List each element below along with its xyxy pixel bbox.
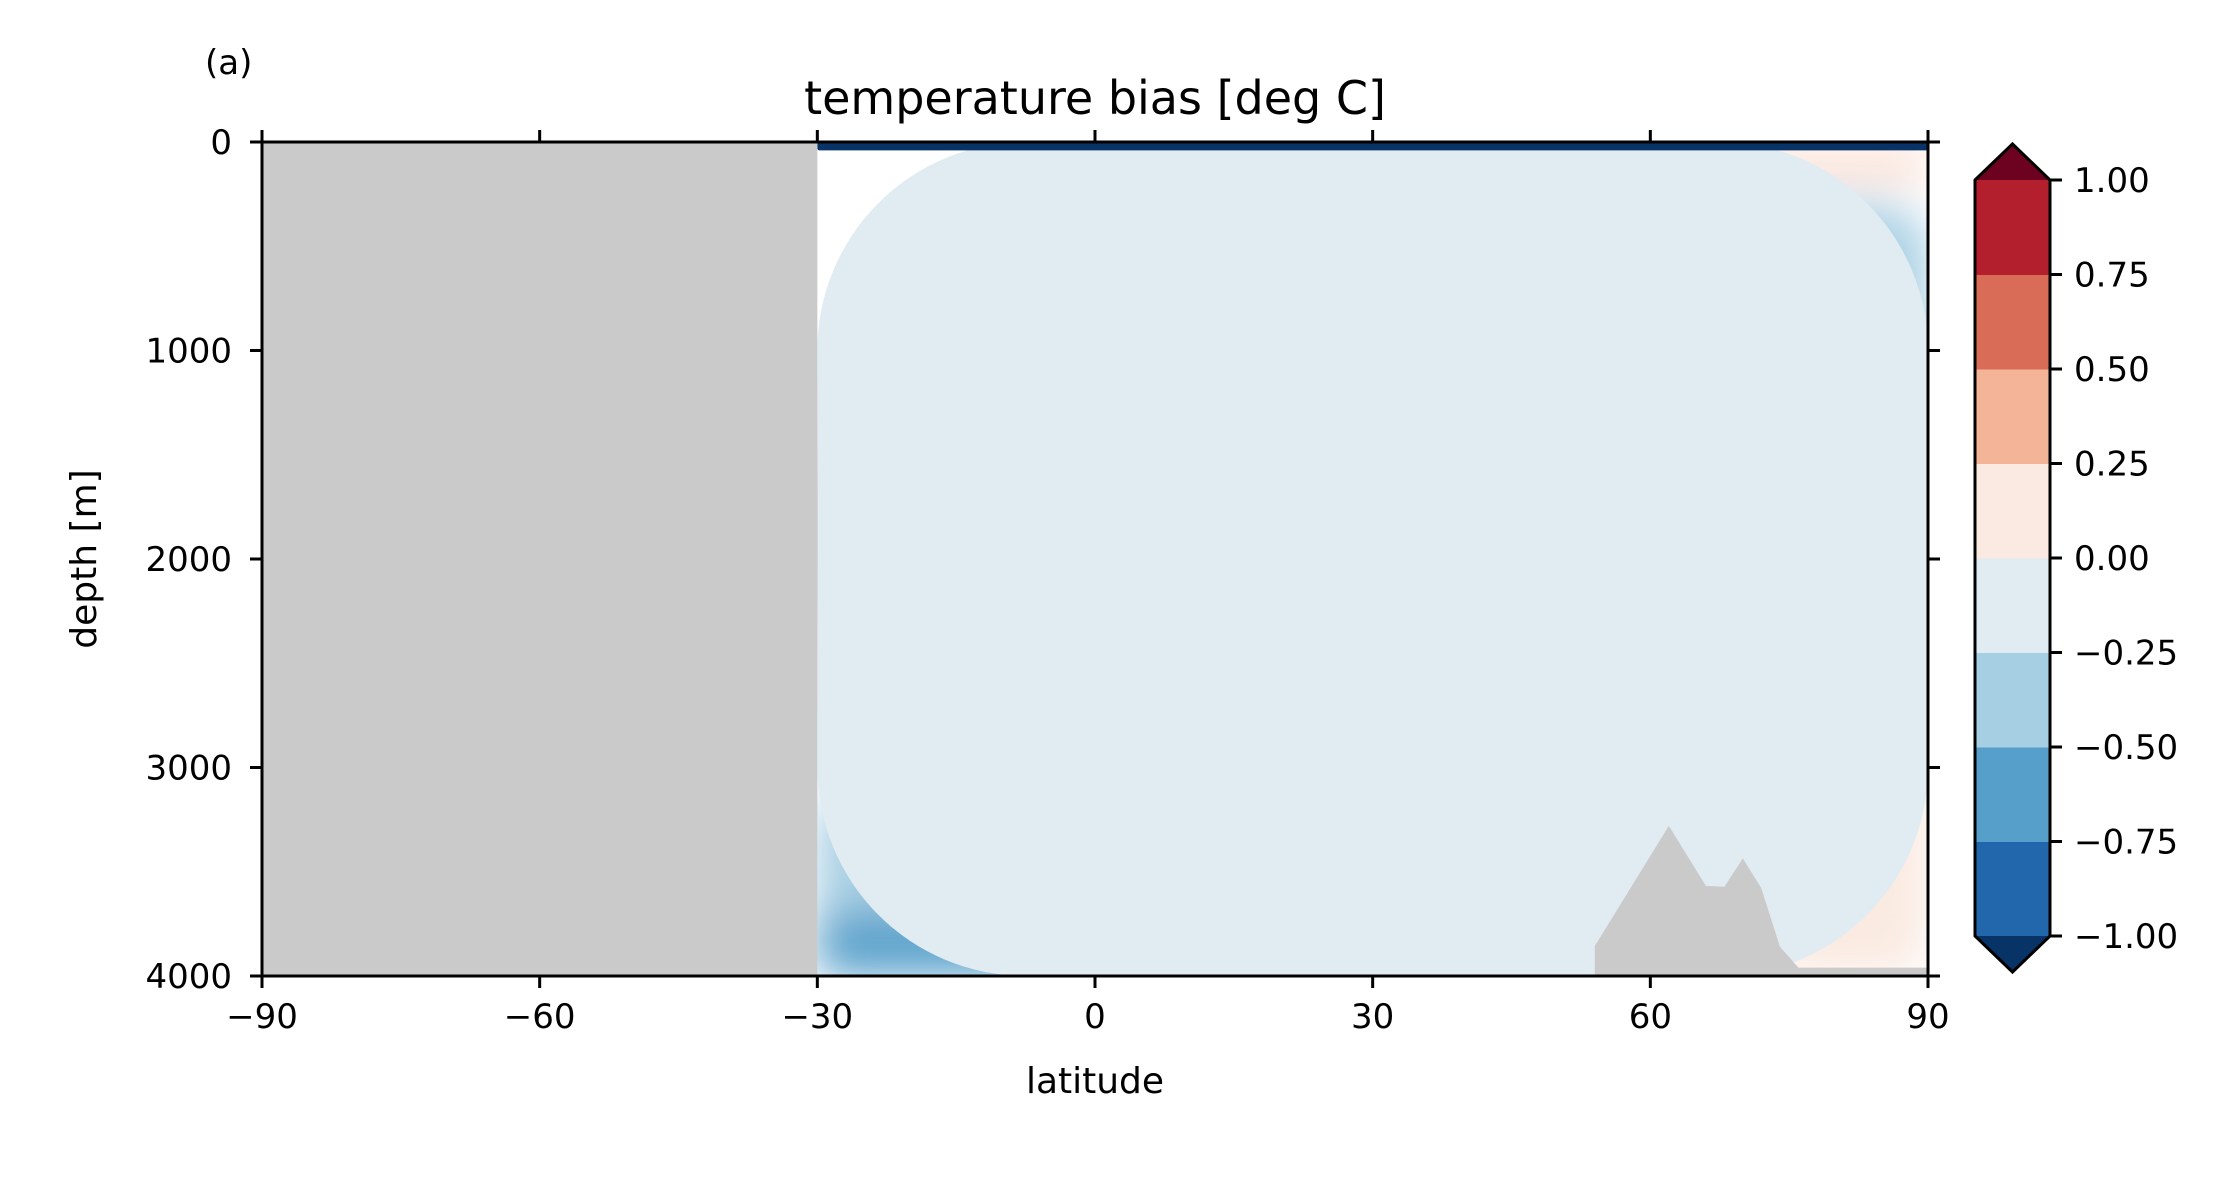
chart-title: temperature bias [deg C]	[804, 71, 1386, 125]
plot-area	[260, 140, 1930, 978]
field-region-18	[817, 142, 1928, 151]
panel-label: (a)	[205, 43, 252, 83]
colorbar-band	[1975, 558, 2050, 653]
x-tick-label: −30	[781, 997, 853, 1037]
colorbar-band	[1975, 463, 2050, 559]
colorbar-band	[1975, 841, 2050, 937]
colorbar-tick-label: 0.75	[2074, 256, 2150, 296]
field-region-0	[817, 142, 1928, 976]
colorbar-tick-label: −1.00	[2074, 917, 2178, 957]
x-tick-label: 30	[1351, 997, 1394, 1037]
y-tick-label: 2000	[145, 540, 232, 580]
no-data-region-0	[262, 142, 818, 976]
y-tick-label: 3000	[145, 749, 232, 789]
colorbar-band	[1975, 180, 2050, 275]
no-data-region-1	[1594, 825, 1928, 976]
colorbar-band	[1975, 652, 2050, 748]
colorbar-band	[1975, 747, 2050, 842]
heatmap-layers	[262, 142, 1928, 976]
x-tick-label: −90	[226, 997, 298, 1037]
x-tick-label: −60	[504, 997, 576, 1037]
y-tick-label: 4000	[145, 957, 232, 997]
y-tick-label: 0	[210, 123, 232, 163]
colorbar-tick-label: −0.75	[2074, 823, 2178, 863]
x-tick-label: 0	[1084, 997, 1106, 1037]
colorbar-tick-label: 1.00	[2074, 161, 2150, 201]
colorbar-tick-label: 0.25	[2074, 445, 2150, 485]
y-axis-label: depth [m]	[64, 469, 105, 648]
colorbar-extend-max	[1975, 144, 2050, 180]
x-tick-label: 90	[1906, 997, 1949, 1037]
x-axis-label: latitude	[1026, 1061, 1164, 1102]
colorbar-extend-min	[1975, 936, 2050, 972]
y-axis: 0 1000 2000 3000 4000	[145, 123, 1940, 997]
x-tick-label: 60	[1629, 997, 1672, 1037]
colorbar-tick-label: −0.50	[2074, 728, 2178, 768]
colorbar-band	[1975, 274, 2050, 370]
colorbar: −1.00 −0.75 −0.50 −0.25 0.00 0.25 0.50 0.75 1.00	[1973, 141, 2178, 975]
colorbar-tick-label: 0.50	[2074, 350, 2150, 390]
colorbar-tick-label: −0.25	[2074, 634, 2178, 674]
y-tick-label: 1000	[145, 332, 232, 372]
colorbar-band	[1975, 369, 2050, 464]
colorbar-tick-label: 0.00	[2074, 539, 2150, 579]
x-axis: −90 −60 −30 0 30 60 90	[226, 130, 1950, 1037]
